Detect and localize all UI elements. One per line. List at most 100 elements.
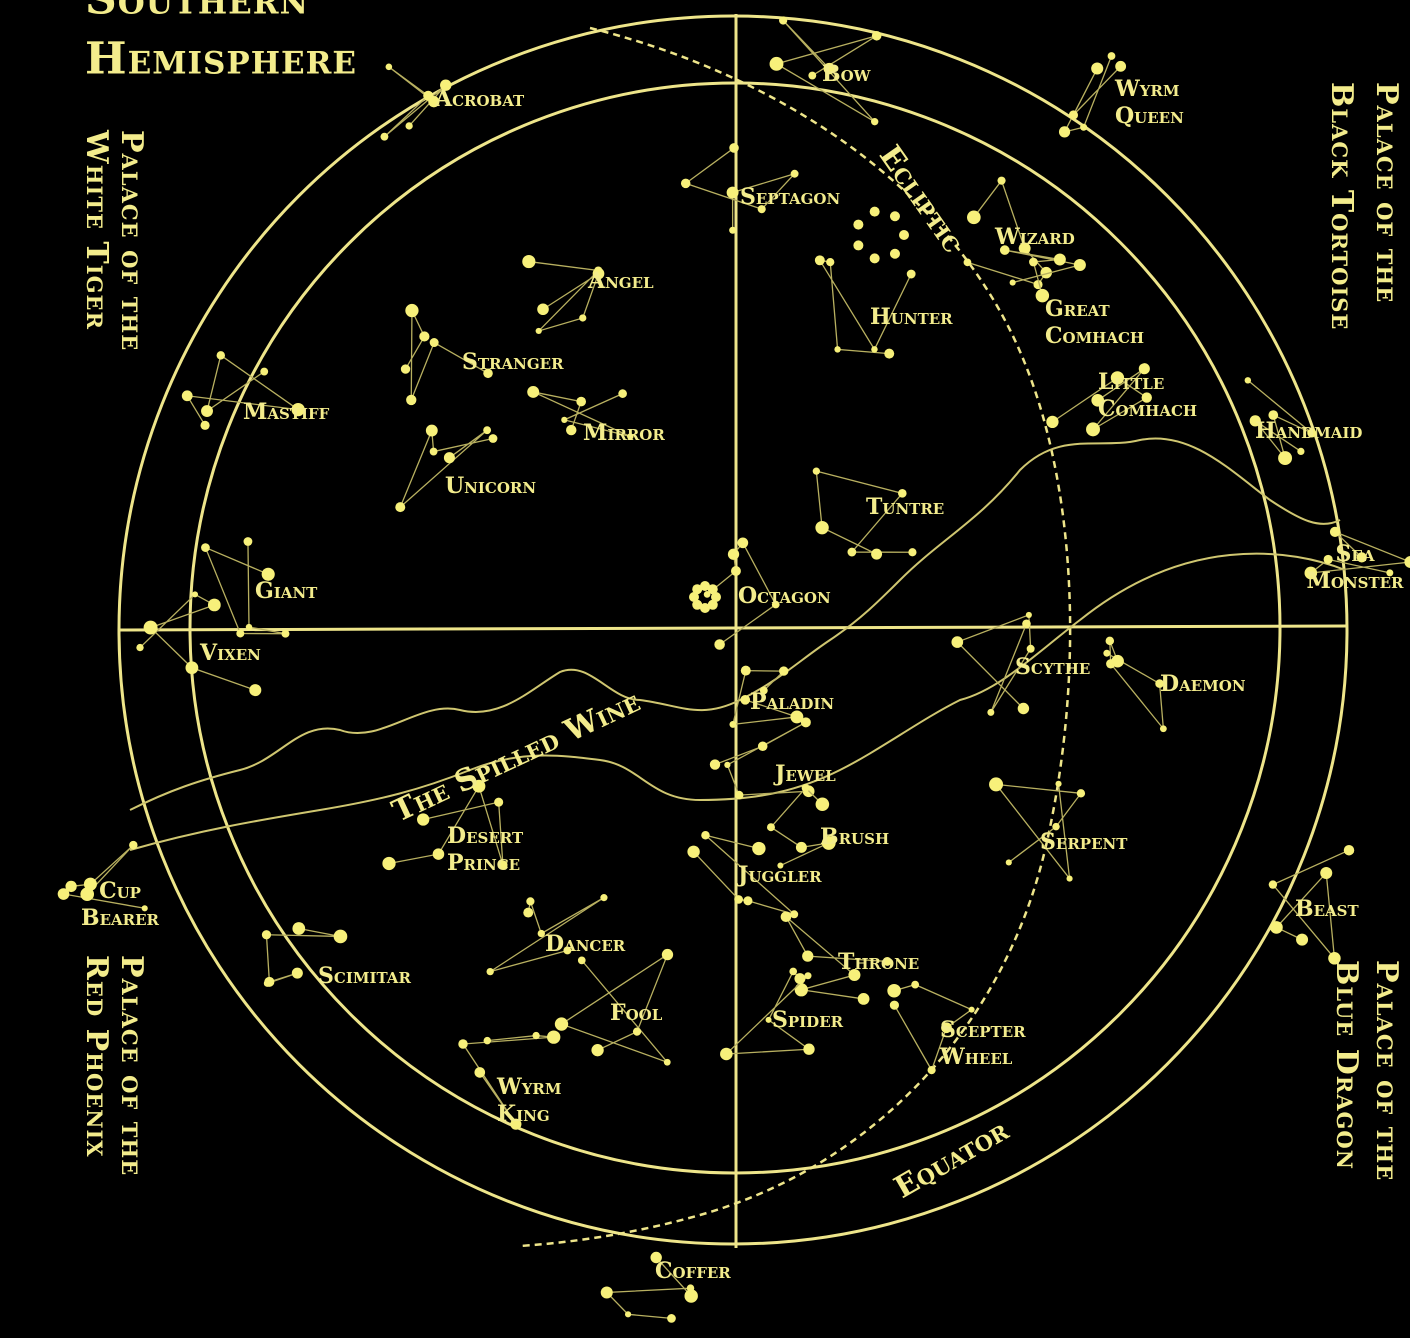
star <box>741 666 751 676</box>
star <box>144 621 158 635</box>
star <box>779 666 788 675</box>
constellation-label: Mirror <box>583 420 665 446</box>
star <box>555 1017 568 1030</box>
constellation-label: Wyrm <box>1114 76 1180 102</box>
star <box>566 425 576 435</box>
star <box>728 549 739 560</box>
page: {"title": ["Southern", "Hemisphere"], "p… <box>0 0 1410 1338</box>
star <box>740 695 750 705</box>
constellation-label: Great <box>1045 296 1111 322</box>
star <box>625 1311 631 1317</box>
star <box>871 118 878 125</box>
star <box>576 397 586 407</box>
star <box>813 468 820 475</box>
star <box>1330 527 1340 537</box>
star <box>334 930 348 944</box>
constellation-label: Fool <box>610 1000 663 1026</box>
constellation-label: Desert <box>447 823 524 849</box>
star <box>1269 880 1277 888</box>
star <box>136 644 143 651</box>
star <box>911 981 919 989</box>
palace-label: White Tiger <box>79 129 114 330</box>
star <box>561 417 567 423</box>
star <box>1077 789 1085 797</box>
constellation-label: Serpent <box>1040 829 1128 855</box>
star <box>737 537 748 548</box>
palace-label: Palace of the <box>1369 960 1404 1181</box>
constellation-label: Queen <box>1115 103 1184 129</box>
star <box>1055 781 1061 787</box>
star <box>386 64 393 71</box>
palace-label: Palace of the <box>1369 82 1404 303</box>
star <box>752 842 765 855</box>
star <box>532 1032 539 1039</box>
star <box>522 255 535 268</box>
septagon-star <box>853 240 863 250</box>
star <box>1046 416 1058 428</box>
star <box>618 389 627 398</box>
septagon-star <box>870 207 880 217</box>
star <box>781 911 792 922</box>
constellation-label: Juggler <box>736 862 822 888</box>
star <box>433 848 445 860</box>
star <box>826 258 834 266</box>
star <box>601 1286 613 1298</box>
constellation-label: Beast <box>1295 896 1359 922</box>
star <box>890 1001 899 1010</box>
star <box>444 452 455 463</box>
star <box>633 1028 641 1036</box>
constellation-label: Scepter <box>940 1017 1026 1043</box>
star <box>430 338 439 347</box>
star <box>964 258 972 266</box>
star <box>1296 934 1308 946</box>
star <box>487 968 494 975</box>
star <box>735 791 744 800</box>
star <box>1026 612 1032 618</box>
constellation-label: Wizard <box>994 224 1075 250</box>
star <box>687 846 699 858</box>
constellation-label: Wyrm <box>496 1074 562 1100</box>
star <box>887 984 901 998</box>
star <box>578 957 586 965</box>
constellation-label: Giant <box>255 578 318 604</box>
star <box>710 759 720 769</box>
star <box>1111 655 1124 668</box>
star <box>538 930 545 937</box>
star <box>767 823 775 831</box>
star <box>847 548 856 557</box>
star <box>802 950 813 961</box>
constellation-label: Paladin <box>750 689 834 715</box>
star-map: Southern Hemisphere Palace of theWhite T… <box>0 0 1410 1338</box>
star <box>779 16 787 24</box>
star <box>1278 451 1292 465</box>
star <box>246 624 252 630</box>
constellation-label: Monster <box>1306 568 1404 594</box>
star <box>667 1314 676 1323</box>
star <box>484 1037 491 1044</box>
star <box>406 395 416 405</box>
star <box>997 177 1005 185</box>
star <box>395 502 405 512</box>
star <box>200 421 209 430</box>
star <box>758 741 768 751</box>
septagon-star <box>870 253 880 263</box>
constellation-label: Tuntre <box>866 494 944 520</box>
star <box>182 390 193 401</box>
star <box>872 31 882 41</box>
star <box>494 798 503 807</box>
star <box>743 896 752 905</box>
star <box>84 878 97 891</box>
star <box>681 179 691 189</box>
star <box>908 548 916 556</box>
palace-label: Red Phoenix <box>79 955 114 1158</box>
star <box>858 993 870 1005</box>
star <box>458 1039 467 1048</box>
star <box>789 968 797 976</box>
star <box>1029 258 1038 267</box>
star <box>1054 254 1066 266</box>
star <box>236 629 244 637</box>
star <box>794 973 805 984</box>
star <box>527 386 539 398</box>
constellation-label: Scimitar <box>318 963 411 989</box>
star <box>292 968 303 979</box>
